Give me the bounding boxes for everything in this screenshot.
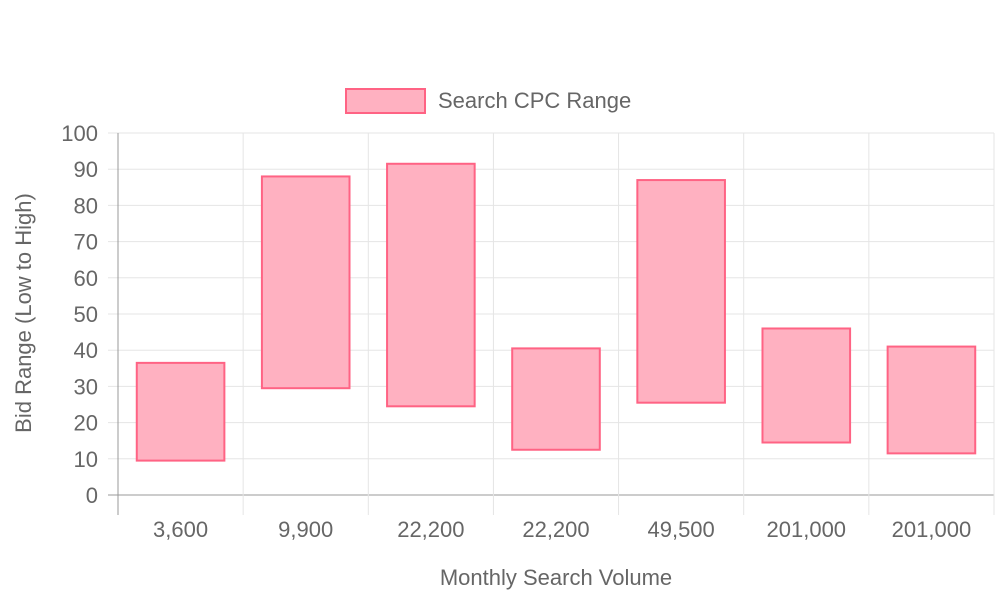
legend-swatch[interactable] [345,88,426,114]
grid [108,132,995,515]
legend[interactable]: Search CPC Range [345,88,631,114]
y-tick-label: 100 [61,121,98,146]
y-tick-label: 80 [74,193,98,218]
x-tick-label: 3,600 [153,517,208,542]
range-bar[interactable] [636,179,726,404]
axes: 0 10 20 30 40 50 60 70 80 90 100 3,600 9,900 22,200 22… [61,121,971,542]
range-bar[interactable] [511,347,601,451]
y-tick-label: 30 [74,374,98,399]
x-axis-title: Monthly Search Volume [440,565,672,590]
x-tick-label: 201,000 [767,517,847,542]
legend-label[interactable]: Search CPC Range [438,88,631,113]
range-bar[interactable] [135,361,226,462]
range-bar[interactable] [761,327,852,444]
y-tick-label: 90 [74,157,98,182]
range-bar[interactable] [886,345,977,455]
x-tick-label: 22,200 [397,517,464,542]
x-tick-label: 22,200 [522,517,589,542]
range-bar[interactable] [386,162,476,408]
y-tick-label: 40 [74,338,98,363]
x-tick-label: 201,000 [892,517,972,542]
y-tick-label: 0 [86,483,98,508]
x-tick-label: 49,500 [647,517,714,542]
bars [135,162,977,462]
x-tick-label: 9,900 [278,517,333,542]
y-tick-label: 10 [74,447,98,472]
range-bar[interactable] [260,175,351,390]
y-tick-label: 70 [74,230,98,255]
y-tick-label: 20 [74,411,98,436]
y-tick-label: 50 [74,302,98,327]
y-axis-title: Bid Range (Low to High) [11,193,36,433]
y-tick-label: 60 [74,266,98,291]
